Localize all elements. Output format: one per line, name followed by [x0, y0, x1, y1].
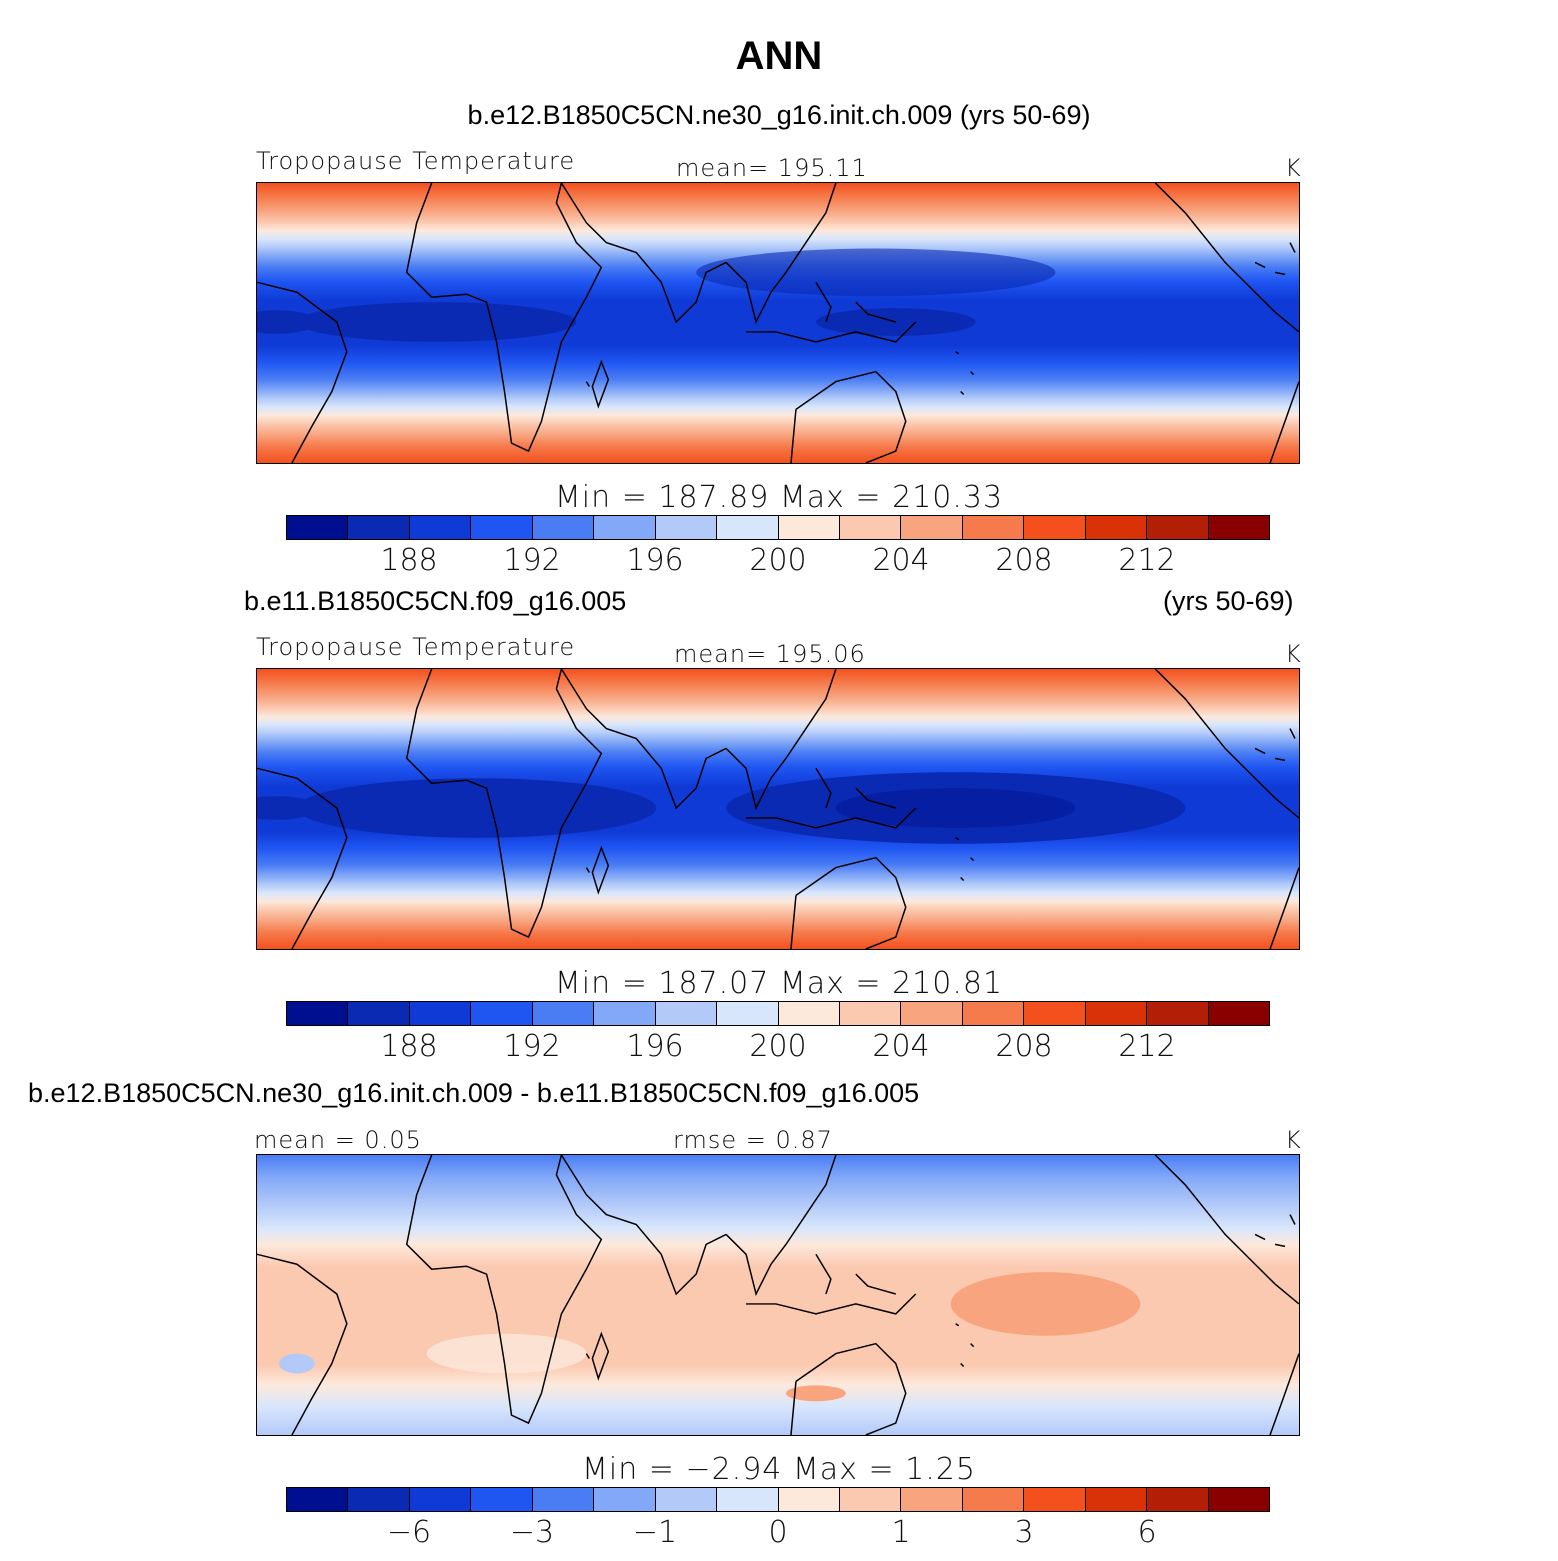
colorbar-3-segment-10	[839, 1488, 902, 1511]
panel-3-colorbar	[286, 1487, 1270, 1512]
colorbar-3-segment-14	[1085, 1488, 1148, 1511]
colorbar-3-segment-9	[778, 1488, 840, 1511]
colorbar-1-segment-4	[471, 516, 533, 539]
colorbar-1-segment-1	[287, 516, 349, 539]
panel-2-tick-label: 208	[995, 1029, 1053, 1064]
colorbar-1-segment-16	[1208, 516, 1269, 539]
colorbar-2-segment-4	[471, 1002, 533, 1025]
panel-3-tick-label: 0	[768, 1515, 788, 1550]
panel-3-tick-label: 1	[891, 1515, 911, 1550]
colorbar-3-segment-15	[1147, 1488, 1209, 1511]
panel-2-map	[256, 668, 1300, 950]
panel-1-tick-label: 208	[995, 543, 1053, 578]
colorbar-2-segment-3	[409, 1002, 472, 1025]
panel-3-tick-label: −1	[632, 1515, 678, 1550]
colorbar-1-segment-7	[655, 516, 718, 539]
colorbar-2-segment-16	[1208, 1002, 1269, 1025]
panel-3-tick-label: 6	[1137, 1515, 1157, 1550]
panel-2-tick-label: 200	[749, 1029, 807, 1064]
colorbar-1-segment-9	[778, 516, 840, 539]
colorbar-2-segment-14	[1085, 1002, 1148, 1025]
panel-3-min-max: Min = −2.94 Max = 1.25	[582, 1452, 976, 1487]
panel-3-map	[256, 1154, 1300, 1436]
colorbar-1-segment-12	[962, 516, 1025, 539]
colorbar-3-segment-2	[348, 1488, 410, 1511]
colorbar-3-segment-13	[1024, 1488, 1086, 1511]
panel-1-contour-field	[257, 183, 1299, 463]
panel-3-tick-label: −3	[509, 1515, 555, 1550]
panel-2-tick-label: 212	[1118, 1029, 1176, 1064]
panel-3-tick-label: −6	[386, 1515, 432, 1550]
panel-2-min-max: Min = 187.07 Max = 210.81	[554, 966, 1004, 1001]
panel-2-case-years: (yrs 50-69)	[1163, 586, 1294, 616]
panel-1-units-label: K	[1285, 154, 1302, 182]
colorbar-2-segment-6	[594, 1002, 656, 1025]
colorbar-1-segment-14	[1085, 516, 1148, 539]
panel-2-tick-label: 188	[380, 1029, 438, 1064]
colorbar-1-segment-11	[901, 516, 963, 539]
colorbar-3-segment-11	[901, 1488, 963, 1511]
panel-2-tick-label: 204	[872, 1029, 930, 1064]
colorbar-3-segment-12	[962, 1488, 1025, 1511]
panel-1-tick-label: 204	[872, 543, 930, 578]
colorbar-3-segment-8	[717, 1488, 779, 1511]
colorbar-2-segment-11	[901, 1002, 963, 1025]
panel-1-tick-label: 188	[380, 543, 438, 578]
colorbar-2-segment-7	[655, 1002, 718, 1025]
colorbar-1-segment-2	[348, 516, 410, 539]
colorbar-1-segment-3	[409, 516, 472, 539]
colorbar-1-segment-15	[1147, 516, 1209, 539]
colorbar-3-segment-6	[594, 1488, 656, 1511]
panel-3-case-title: b.e12.B1850C5CN.ne30_g16.init.ch.009 - b…	[28, 1078, 920, 1108]
colorbar-1-segment-8	[717, 516, 779, 539]
panel-3-tick-label: 3	[1014, 1515, 1034, 1550]
colorbar-2-segment-9	[778, 1002, 840, 1025]
panel-2-mean-label: mean= 195.06	[674, 640, 866, 668]
panel-1-min-max: Min = 187.89 Max = 210.33	[554, 480, 1004, 515]
panel-1-tick-label: 196	[626, 543, 684, 578]
colorbar-2-segment-2	[348, 1002, 410, 1025]
panel-1-tick-label: 200	[749, 543, 807, 578]
panel-3-rmse-label: rmse = 0.87	[673, 1126, 833, 1154]
colorbar-1-segment-13	[1024, 516, 1086, 539]
panel-2-contour-field	[257, 669, 1299, 949]
colorbar-3-segment-16	[1208, 1488, 1269, 1511]
colorbar-1-segment-6	[594, 516, 656, 539]
panel-1-case-title: b.e12.B1850C5CN.ne30_g16.init.ch.009 (yr…	[467, 100, 1091, 130]
colorbar-3-segment-1	[287, 1488, 349, 1511]
colorbar-2-segment-15	[1147, 1002, 1209, 1025]
panel-3-contour-field	[257, 1155, 1299, 1435]
colorbar-3-segment-3	[409, 1488, 472, 1511]
colorbar-1-segment-10	[839, 516, 902, 539]
colorbar-3-segment-7	[655, 1488, 718, 1511]
panel-1-tick-label: 212	[1118, 543, 1176, 578]
colorbar-2-segment-13	[1024, 1002, 1086, 1025]
colorbar-2-segment-5	[532, 1002, 595, 1025]
panel-3-mean-label: mean = 0.05	[254, 1126, 422, 1154]
panel-3-units-label: K	[1285, 1126, 1302, 1154]
panel-1-tick-label: 192	[503, 543, 561, 578]
panel-2-units-label: K	[1285, 640, 1302, 668]
panel-1-map	[256, 182, 1300, 464]
panel-2-tick-label: 196	[626, 1029, 684, 1064]
panel-2-variable-label: Tropopause Temperature	[256, 633, 576, 661]
panel-2-colorbar	[286, 1001, 1270, 1026]
main-title: ANN	[735, 34, 823, 78]
colorbar-3-segment-5	[532, 1488, 595, 1511]
panel-1-variable-label: Tropopause Temperature	[256, 147, 576, 175]
colorbar-2-segment-12	[962, 1002, 1025, 1025]
colorbar-1-segment-5	[532, 516, 595, 539]
colorbar-3-segment-4	[471, 1488, 533, 1511]
panel-1-colorbar	[286, 515, 1270, 540]
colorbar-2-segment-1	[287, 1002, 349, 1025]
colorbar-2-segment-8	[717, 1002, 779, 1025]
colorbar-2-segment-10	[839, 1002, 902, 1025]
panel-2-case-title: b.e11.B1850C5CN.f09_g16.005	[244, 586, 627, 616]
panel-2-tick-label: 192	[503, 1029, 561, 1064]
panel-1-mean-label: mean= 195.11	[676, 154, 868, 182]
